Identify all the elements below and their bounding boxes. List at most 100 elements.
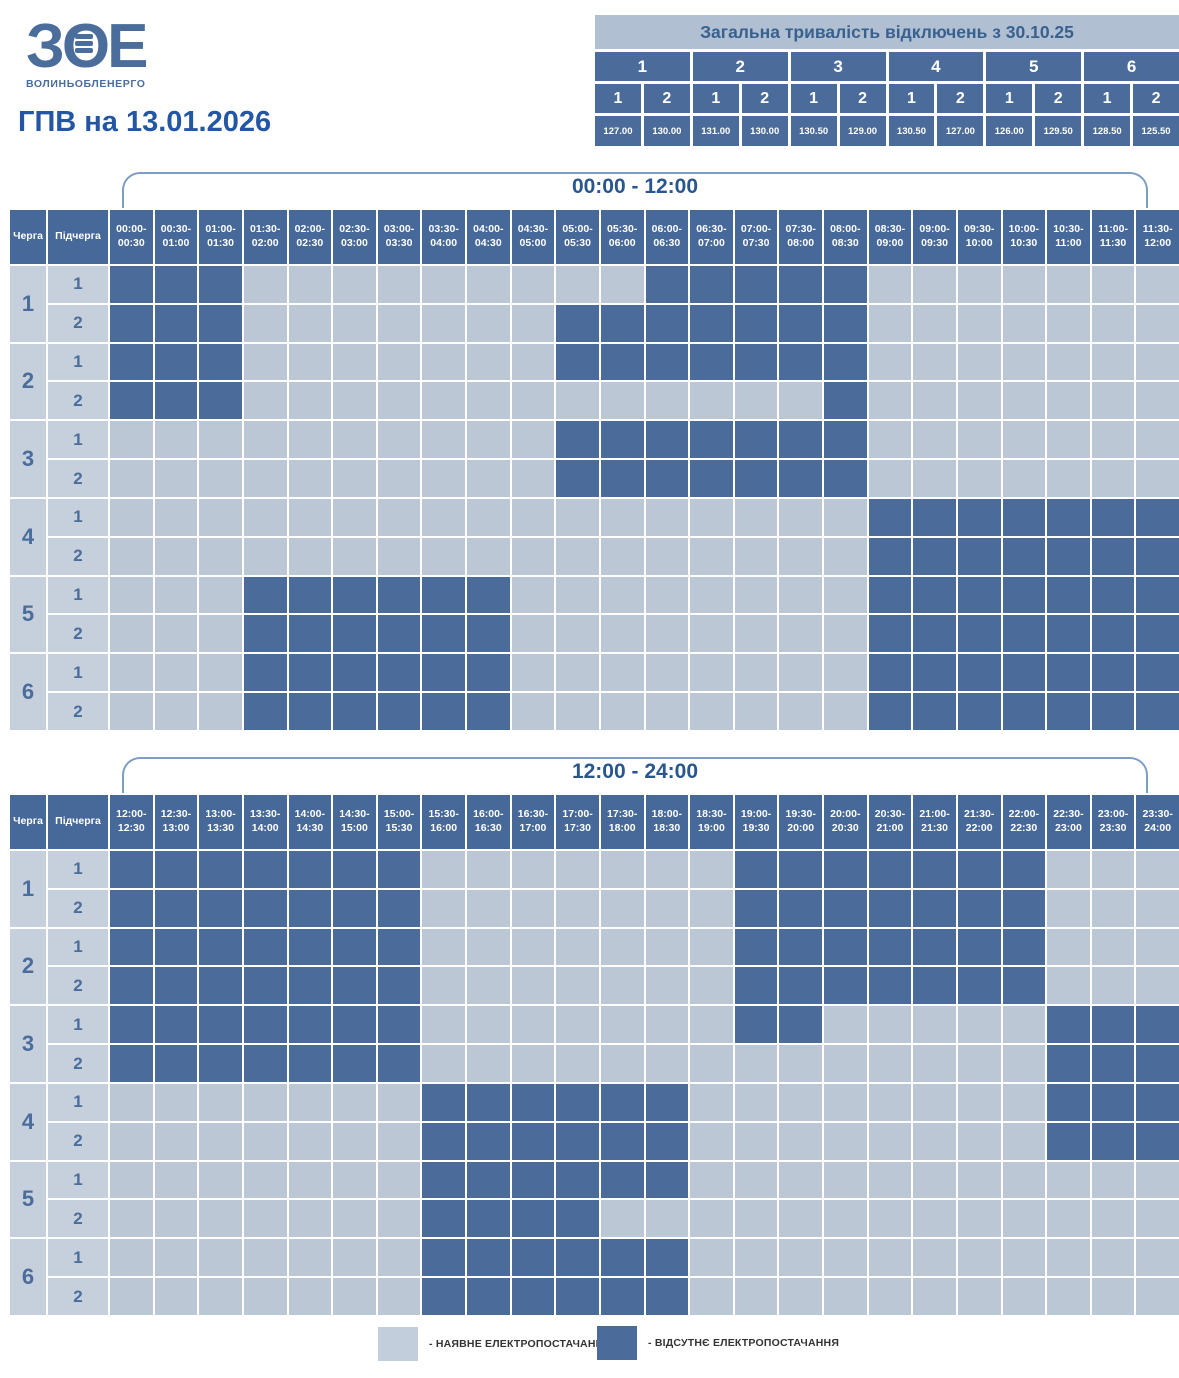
schedule-cell (511, 1278, 555, 1315)
schedule-cell (110, 537, 153, 575)
schedule-cell (243, 304, 287, 342)
schedule-cell (913, 1200, 956, 1238)
schedule-cell (288, 460, 332, 497)
schedule-cell (957, 421, 1001, 459)
schedule-cell (779, 343, 822, 381)
schedule-cell (913, 615, 956, 653)
logo-wordmark: ВОЛИНЬОБЛЕНЕРГО (26, 77, 146, 90)
schedule-cell (377, 967, 421, 1005)
schedule-cell (690, 889, 733, 927)
schedule-cell (600, 1161, 644, 1199)
schedule-cell (1002, 421, 1046, 459)
schedule-cell (288, 1278, 332, 1315)
schedule-cell (1136, 343, 1179, 381)
schedule-cell (734, 1122, 778, 1160)
schedule-cell (690, 1083, 733, 1121)
schedule-cell (199, 498, 242, 536)
schedule-cell (556, 537, 599, 575)
schedule-cell (422, 498, 465, 536)
schedule-cell (1002, 1006, 1046, 1044)
time-header: 03:30- 04:00 (422, 210, 465, 264)
schedule-cell (556, 576, 599, 614)
schedule-cell (600, 460, 644, 497)
schedule-cell (154, 654, 198, 692)
schedule-cell (734, 576, 778, 614)
schedule-cell (154, 304, 198, 342)
schedule-cell (243, 460, 287, 497)
summary-sub-2-2: 2 (741, 84, 788, 113)
schedule-cell (511, 576, 555, 614)
schedule-cell (690, 1278, 733, 1315)
schedule-cell (734, 1083, 778, 1121)
schedule-cell (288, 1083, 332, 1121)
schedule-cell (868, 851, 912, 888)
schedule-cell (199, 1045, 242, 1082)
schedule-cell (556, 851, 599, 888)
time-header: 18:30- 19:00 (690, 795, 733, 849)
schedule-cell (1047, 1200, 1090, 1238)
schedule-cell (1002, 537, 1046, 575)
schedule-cell (511, 498, 555, 536)
summary-sub-4-2: 2 (937, 84, 984, 113)
schedule-cell (1136, 1045, 1179, 1082)
schedule-cell (645, 537, 689, 575)
schedule-cell (154, 1278, 198, 1315)
schedule-cell (824, 1278, 867, 1315)
schedule-cell (110, 693, 153, 730)
schedule-cell (110, 343, 153, 381)
schedule-cell (868, 967, 912, 1005)
schedule-cell (1136, 498, 1179, 536)
subqueue-label-4-1: 1 (48, 498, 108, 536)
schedule-cell (868, 304, 912, 342)
time-header: 16:00- 16:30 (467, 795, 510, 849)
schedule-cell (868, 1161, 912, 1199)
time-header: 10:00- 10:30 (1002, 210, 1046, 264)
schedule-cell (645, 1200, 689, 1238)
schedule-cell (556, 1278, 599, 1315)
schedule-cell (913, 382, 956, 420)
time-header: 07:30- 08:00 (779, 210, 822, 264)
schedule-cell (1047, 693, 1090, 730)
schedule-cell (600, 693, 644, 730)
schedule-cell (243, 967, 287, 1005)
schedule-cell (288, 1006, 332, 1044)
schedule-cell (422, 1083, 465, 1121)
time-header: 03:00- 03:30 (377, 210, 421, 264)
schedule-cell (243, 1200, 287, 1238)
schedule-cell (199, 615, 242, 653)
schedule-cell (467, 889, 510, 927)
summary-value-5-2: 129.50 (1035, 116, 1082, 146)
schedule-cell (467, 498, 510, 536)
schedule-cell (779, 615, 822, 653)
schedule-cell (377, 928, 421, 966)
schedule-cell (511, 382, 555, 420)
schedule-cell (556, 928, 599, 966)
schedule-cell (1047, 498, 1090, 536)
schedule-cell (957, 343, 1001, 381)
schedule-cell (110, 654, 153, 692)
subqueue-label-6-1: 1 (48, 1239, 108, 1277)
time-header: 04:30- 05:00 (511, 210, 555, 264)
schedule-cell (377, 1122, 421, 1160)
time-header: 07:00- 07:30 (734, 210, 778, 264)
schedule-cell (199, 967, 242, 1005)
schedule-cell (913, 1006, 956, 1044)
schedule-cell (734, 460, 778, 497)
schedule-cell (556, 967, 599, 1005)
schedule-cell (110, 615, 153, 653)
schedule-cell (467, 266, 510, 303)
schedule-cell (199, 1122, 242, 1160)
logo-mark: З О Е (26, 16, 176, 78)
schedule-cell (199, 1161, 242, 1199)
schedule-cell (779, 304, 822, 342)
schedule-cell (1136, 537, 1179, 575)
schedule-cell (690, 1006, 733, 1044)
schedule-cell (913, 967, 956, 1005)
schedule-cell (199, 537, 242, 575)
schedule-cell (734, 266, 778, 303)
schedule-cell (824, 654, 867, 692)
schedule-cell (511, 1161, 555, 1199)
schedule-cell (110, 498, 153, 536)
schedule-cell (243, 928, 287, 966)
schedule-cell (467, 1278, 510, 1315)
